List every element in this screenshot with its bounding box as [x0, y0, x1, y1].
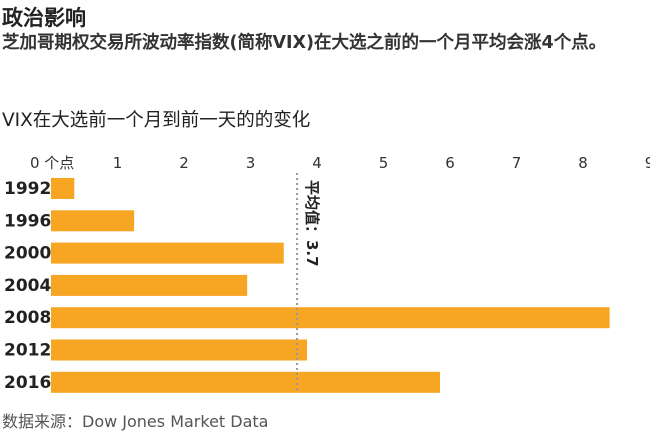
x-tick-label: 8: [578, 154, 588, 172]
bar-1992: [51, 178, 75, 199]
bar-2012: [51, 339, 308, 361]
bar-2004: [51, 274, 248, 296]
y-category-label: 2016: [4, 373, 51, 393]
x-tick-label: 7: [512, 154, 522, 172]
x-tick-label: 3: [246, 154, 256, 172]
bar-2008: [51, 307, 610, 329]
y-category-label: 2004: [4, 276, 51, 296]
page-title: 政治影响: [2, 6, 86, 30]
page-subtitle: 芝加哥期权交易所波动率指数(简称VIX)在大选之前的一个月平均会涨4个点。: [2, 33, 607, 53]
source-note: 数据来源：Dow Jones Market Data: [2, 412, 269, 431]
x-tick-label: 0 个点: [30, 154, 74, 172]
chart-title: VIX在大选前一个月到前一天的的变化: [2, 110, 311, 131]
x-tick-label: 4: [312, 154, 322, 172]
y-category-label: 1992: [4, 179, 51, 199]
x-tick-label: 5: [379, 154, 389, 172]
y-category-label: 2000: [4, 244, 51, 264]
x-tick-label: 9: [645, 154, 650, 172]
bar-2000: [51, 242, 284, 264]
x-tick-label: 2: [179, 154, 189, 172]
bar-1996: [51, 210, 135, 232]
x-tick-label: 6: [445, 154, 455, 172]
bar-2016: [51, 371, 441, 393]
y-category-label: 1996: [4, 211, 51, 231]
y-category-label: 2012: [4, 341, 51, 361]
y-category-label: 2008: [4, 308, 51, 328]
average-label: 平均值：3.7: [303, 180, 321, 267]
x-tick-label: 1: [113, 154, 123, 172]
